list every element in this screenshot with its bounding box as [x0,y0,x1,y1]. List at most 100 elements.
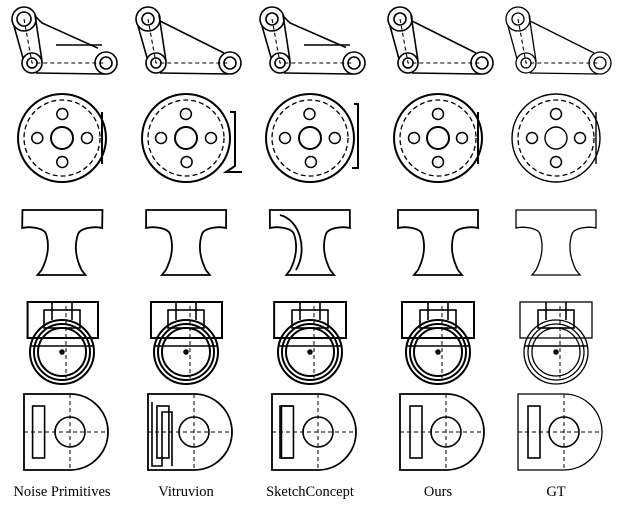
housing-box [26,301,100,339]
centerline [147,18,230,64]
housing-box [149,301,224,339]
outer-circle [511,93,601,183]
pivot-outer [269,52,291,74]
ring-outer [277,319,343,385]
t-outline [145,209,228,276]
ring-inner [285,327,335,377]
sketch-flange-disc-col-2 [265,93,359,183]
bolt-hole [56,107,69,121]
bolt-hole [304,155,318,169]
column-label-sketchconcept: SketchConcept [266,484,354,500]
center-bore [426,126,450,150]
bolt-hole [179,107,193,121]
sketch-linkage-arm-col-3 [387,6,494,75]
pitch-circle [23,99,101,177]
t-outline [515,209,597,276]
pivot-inner [511,12,525,26]
pitch-circle [517,99,595,177]
sketch-t-profile-col-4 [515,209,597,276]
flat-edge [222,111,242,173]
ring-inner [37,327,87,377]
d-outline [23,393,109,471]
bolt-hole [431,155,445,169]
slot-rect [409,405,423,459]
column-label-ours: Ours [423,484,453,500]
centerline [23,18,106,64]
center-dot [307,349,313,355]
sketch-linkage-arm-col-4 [505,6,612,75]
d-outline [399,393,485,471]
sketch-circle-bracket-col-3 [401,301,475,385]
sketch-t-profile-col-1 [145,209,228,276]
sketch-d-plate-col-4 [517,393,603,471]
center-dot [59,349,65,355]
pivot-inner [141,12,155,26]
arm-edge [34,14,43,62]
centerline [399,18,482,64]
arm-edge [282,14,291,62]
pivot-inner [393,12,407,26]
arm-edge [283,72,353,75]
t-outline [397,209,479,276]
t-outline [268,209,351,276]
ring-middle [33,323,91,381]
pivot-inner [265,12,279,26]
slot-box [537,309,575,329]
flat-edge [352,103,359,169]
ring-inner [161,327,211,377]
slot-box [43,309,81,329]
bolt-hole [525,131,539,145]
slot-stroke [279,405,292,459]
sketch-linkage-arm-col-0 [11,6,118,75]
center-dot [553,349,559,355]
bolt-hole [549,155,563,169]
pitch-circle [271,99,349,177]
pivot-outer [21,52,43,74]
slot-box [167,309,205,329]
d-outline [147,393,233,471]
sketch-t-profile-col-0 [21,209,104,276]
housing-box [519,301,593,339]
sketch-d-plate-col-2 [271,393,357,471]
bolt-hole [31,131,44,145]
bolt-hole [431,107,445,121]
arm-edge [35,16,99,49]
center-bore [174,126,198,150]
bolt-hole [328,131,342,145]
center-dot [435,349,441,355]
bolt-hole [407,131,421,145]
ring-outer [405,319,471,385]
arm-edge [411,72,481,75]
pivot-outer [515,52,537,74]
sketch-circle-bracket-col-0 [26,301,100,385]
slot-box [419,309,457,329]
centerline [271,18,354,64]
arm-edge [158,14,167,62]
column-label-noise-primitives: Noise Primitives [13,484,111,500]
column-label-vitruvion: Vitruvion [158,484,214,500]
arm-edge [410,14,419,62]
center-bore [298,126,322,150]
sketch-flange-disc-col-0 [17,93,107,183]
sketch-circle-bracket-col-2 [273,301,347,385]
t-diagonal-stroke [279,214,303,271]
housing-box [401,301,475,339]
sketch-linkage-arm-col-2 [259,6,366,75]
arm-edge [159,72,229,75]
pitch-circle [147,99,225,177]
pivot-inner [16,11,32,27]
ring-outer [153,319,219,385]
d-outline [517,393,603,471]
ring-inner [531,327,581,377]
housing-box [273,301,347,339]
sketch-flange-disc-col-4 [511,93,601,183]
sketch-d-plate-col-0 [23,393,109,471]
sketch-t-profile-col-2 [268,209,351,276]
outer-circle [141,93,231,183]
centerline [517,18,600,64]
sketch-d-plate-col-1 [147,393,233,471]
sketch-d-plate-col-3 [399,393,485,471]
center-dot [183,349,189,355]
bolt-hole [573,131,587,145]
